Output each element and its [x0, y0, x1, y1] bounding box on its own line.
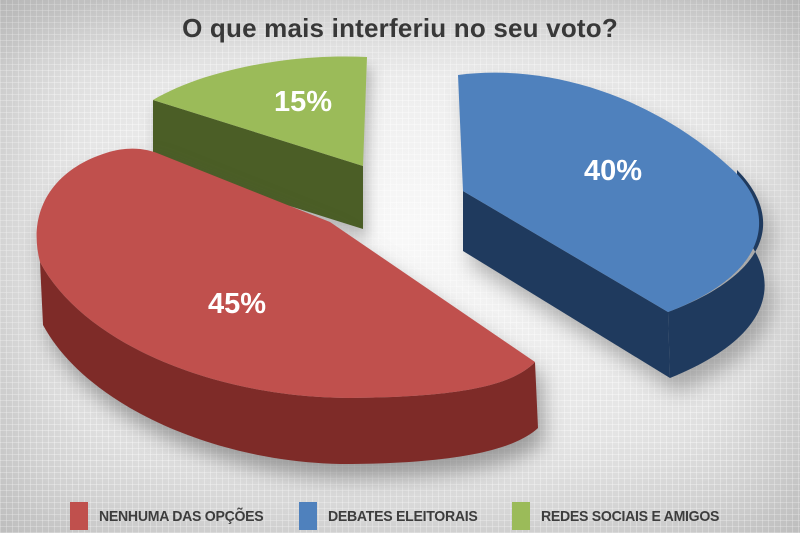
- chart-title: O que mais interferiu no seu voto?: [182, 13, 618, 43]
- legend-label-redes-sociais: REDES SOCIAIS E AMIGOS: [540, 507, 719, 525]
- legend-label-nenhuma: NENHUMA DAS OPÇÕES: [98, 507, 264, 525]
- legend-swatch-nenhuma: [69, 502, 88, 530]
- pie-slice-debates: 40%: [458, 72, 765, 378]
- pie-label-debates: 40%: [584, 155, 642, 187]
- pie-slice-nenhuma: 45%: [36, 148, 538, 465]
- pie-slice-debates-top: [458, 72, 760, 312]
- legend-item-debates: DEBATES ELEITORAIS: [298, 502, 487, 530]
- pie-slice-debates-cut-face: [463, 191, 670, 378]
- pie-label-nenhuma: 45%: [208, 288, 266, 320]
- legend-swatch-debates: [298, 502, 317, 530]
- pie-slice-nenhuma-rim: [40, 262, 538, 465]
- chart-legend: NENHUMA DAS OPÇÕES DEBATES ELEITORAIS RE…: [0, 502, 800, 530]
- pie-slice-redes-sociais-top: [153, 56, 367, 166]
- legend-item-nenhuma: NENHUMA DAS OPÇÕES: [69, 502, 274, 530]
- pie-label-redes-sociais: 15%: [274, 86, 332, 118]
- pie-slice-redes-sociais: 15%: [153, 56, 367, 229]
- legend-item-redes-sociais: REDES SOCIAIS E AMIGOS: [511, 502, 731, 530]
- pie-slice-nenhuma-top: [36, 148, 535, 398]
- legend-swatch-redes-sociais: [511, 502, 530, 530]
- legend-label-debates: DEBATES ELEITORAIS: [327, 507, 478, 525]
- pie-slice-redes-sociais-side: [153, 100, 363, 229]
